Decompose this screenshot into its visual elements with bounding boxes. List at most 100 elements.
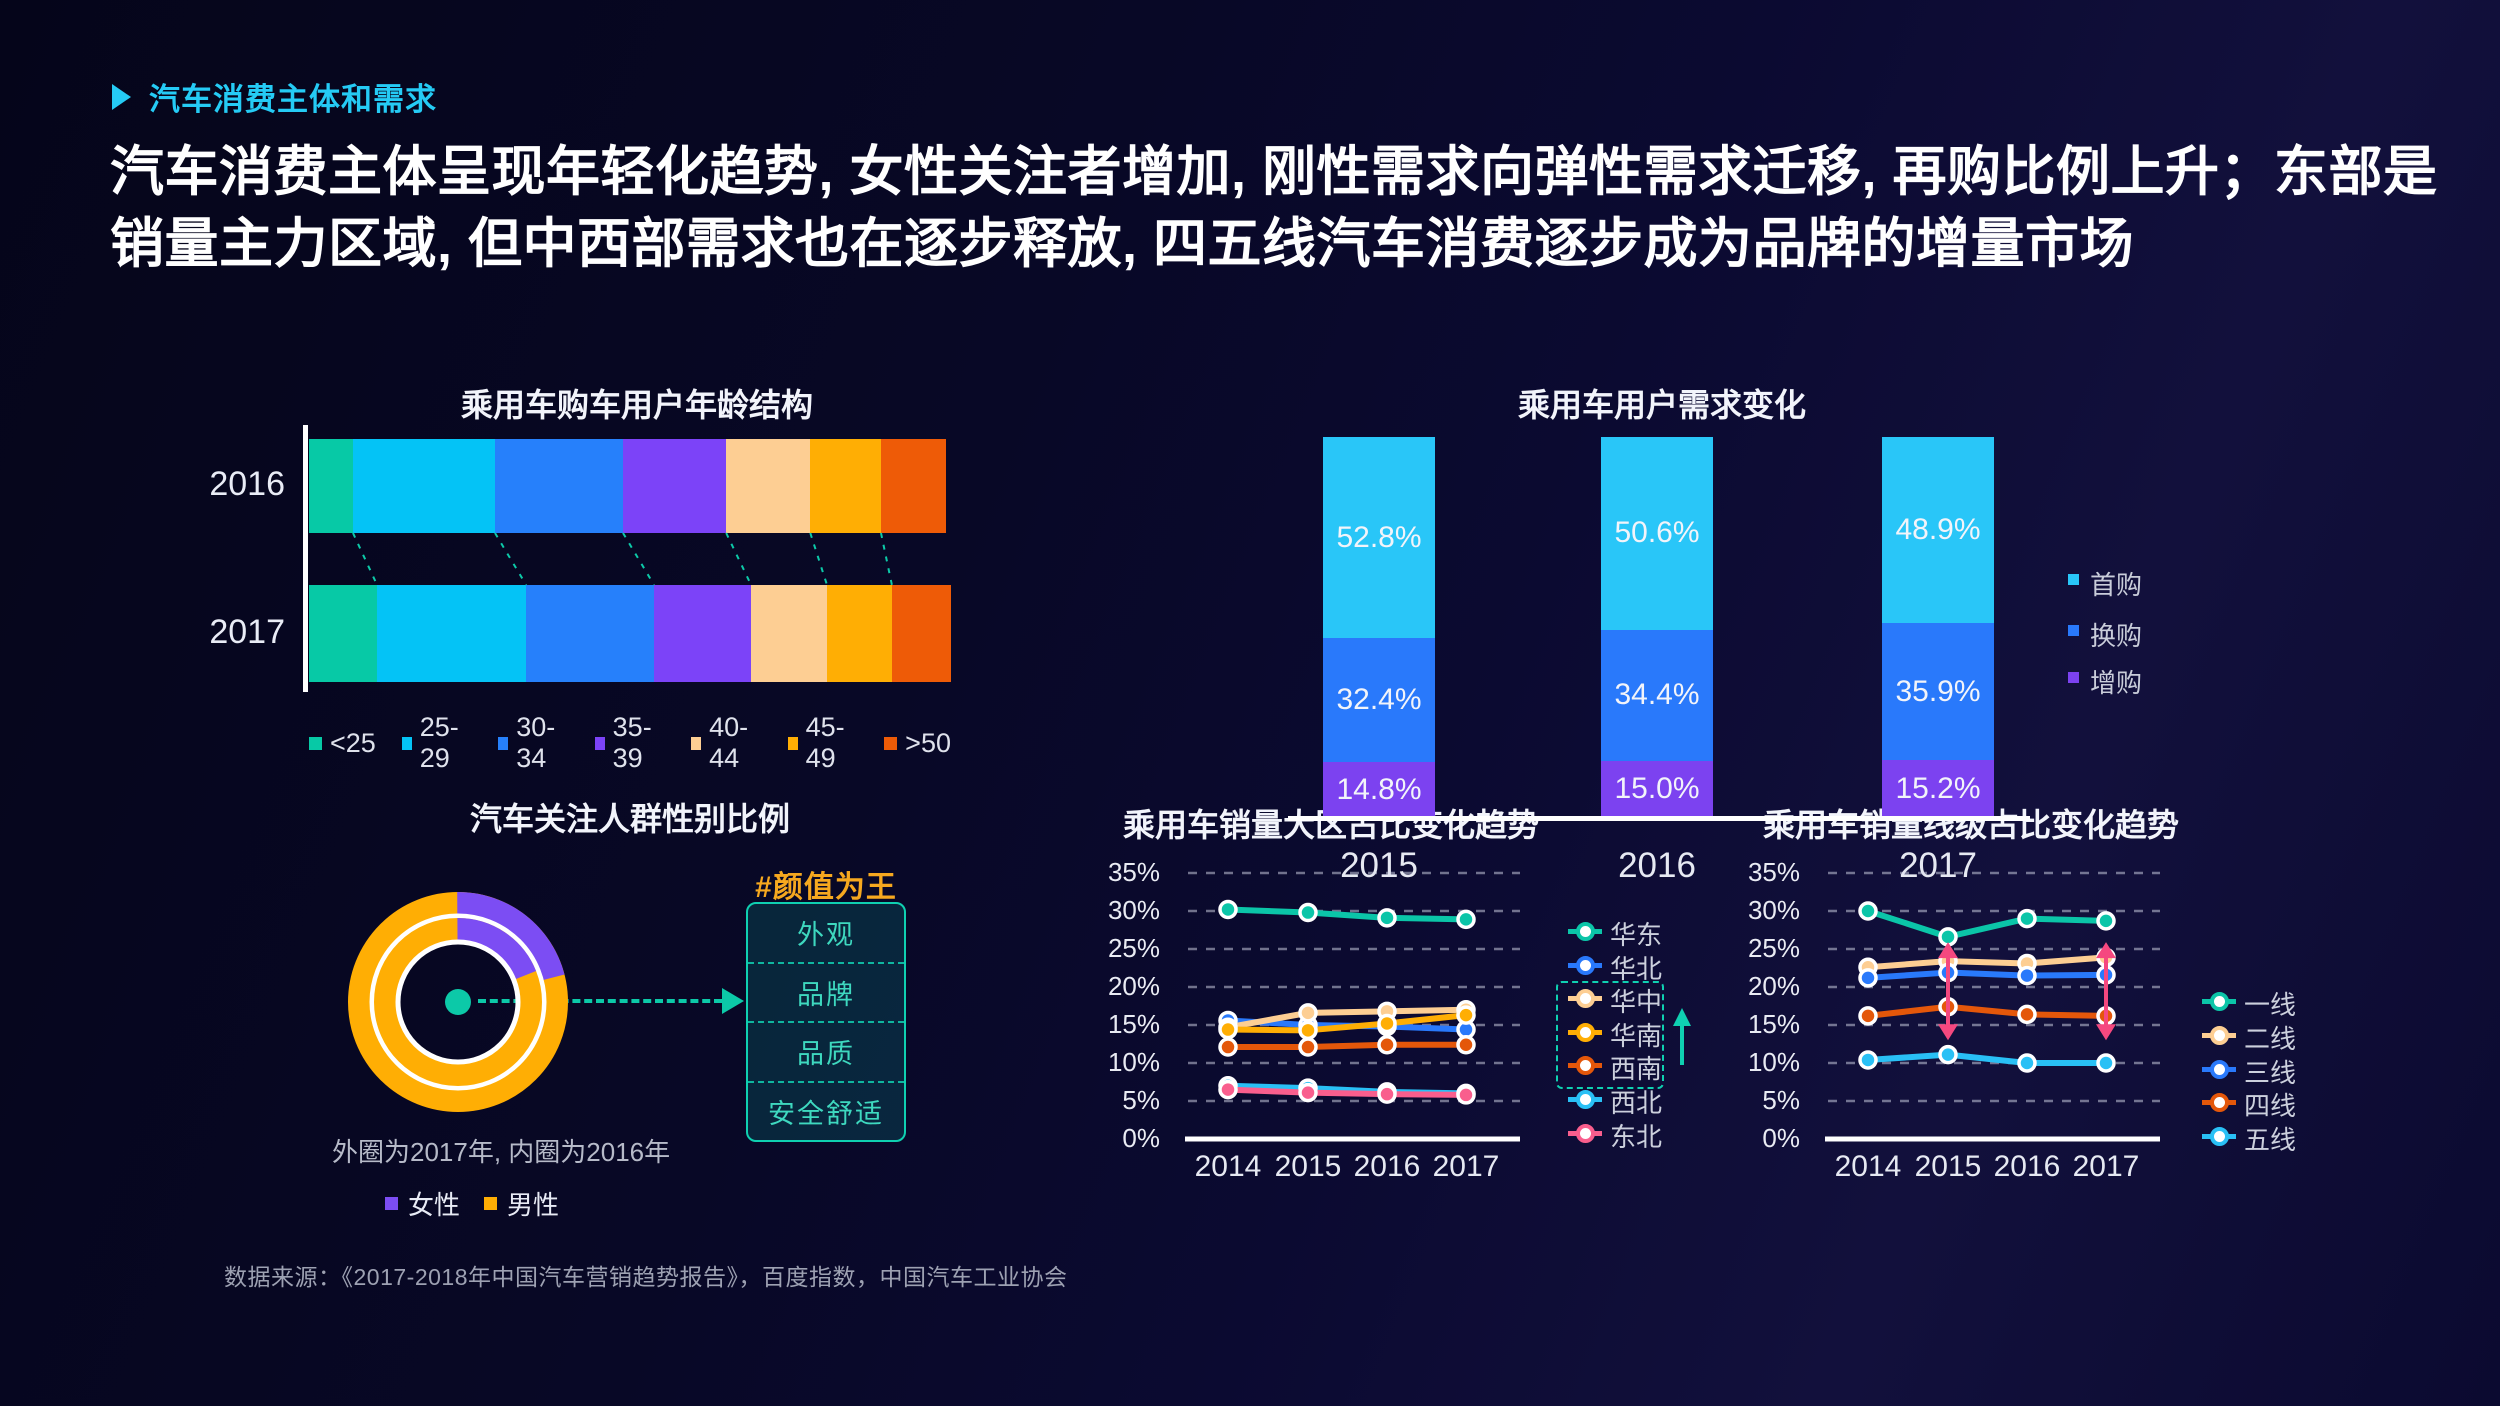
age-axis-category-label: 2016 [209,465,285,503]
tier-data-point-四线 [2017,1004,2037,1025]
age-chart-legend: <25 25-29 30-34 35-39 40-44 45-49 >50 [309,712,951,774]
tier-legend-label: 一线 [2244,990,2297,1020]
tier-series-line-二线 [1865,954,2109,971]
region-data-point-华东 [1298,902,1318,923]
age-legend-item: 40-44 [691,712,761,774]
region-data-point-西南 [1456,1035,1476,1055]
age-connector-line [352,532,379,586]
tier-data-point-一线 [2017,908,2037,929]
region-xtick-label: 2016 [1353,1150,1421,1183]
tier-data-point-五线 [1858,1050,1878,1070]
inner-ring-2016-female-arc [374,918,542,1086]
tier-data-point-一线 [1858,901,1878,921]
gender-legend: 女性 男性 [385,1185,559,1222]
region-legend-label: 西北 [1610,1088,1663,1118]
legend-dot [1576,955,1595,975]
demand-axis-category-label: 2015 [1340,846,1418,885]
tier-series-line-一线 [1865,908,2109,940]
tier-data-point-五线 [2096,1053,2116,1073]
tier-ytick-label: 15% [1747,1009,1800,1039]
region-legend-label: 华中 [1610,987,1663,1018]
legend-swatch [884,736,898,750]
ring-separator [369,913,547,1091]
tier-legend-label: 三线 [2244,1057,2297,1088]
legend-swatch-male [484,1197,498,1210]
region-data-point-华东 [1218,899,1238,920]
teal-up-arrow-icon [1673,1008,1691,1026]
callout-tag-title: #颜值为王 [755,871,897,904]
tier-ytick-label: 30% [1747,895,1800,925]
region-legend-label: 华北 [1610,953,1663,984]
age-bar-segment-30-34 [495,439,624,533]
range-arrow-head-down [2096,1024,2116,1041]
legend-swatch [401,736,412,750]
callout-values-box: 外观 品牌 品质 安全舒适 [746,902,906,1142]
age-connector-line [622,532,655,586]
demand-chart-baseline [1288,816,2030,821]
gender-legend-label-female: 女性 [408,1190,461,1220]
tier-data-point-三线 [1858,968,1878,988]
ring-inner-outline [395,939,521,1065]
gender-donut-plot [348,892,568,1112]
region-data-point-东北 [1377,1084,1397,1104]
tier-ytick-label: 5% [1762,1085,1800,1115]
demand-bar-segment-换购: 35.9% [1882,623,1994,761]
tier-data-point-四线 [1858,1006,1878,1026]
legend-swatch [309,736,323,750]
region-legend-highlight-box [1556,981,1664,1089]
legend-dot [1576,989,1595,1009]
gender-chart-title: 汽车关注人群性别比例 [469,801,790,837]
tier-chart-title: 乘用车销量线级占比变化趋势 [1763,807,2180,843]
demand-value-label: 50.6% [1614,516,1700,550]
tier-legend-label: 二线 [2244,1023,2297,1054]
age-bar-segment->50 [881,439,946,533]
age-legend-item: 30-34 [498,712,568,774]
legend-dot [1576,1056,1595,1076]
region-data-point-西南 [1298,1037,1318,1057]
tier-legend-label: 四线 [2244,1091,2297,1122]
callout-arrow-line [478,999,722,1003]
age-legend-item: >50 [884,712,951,774]
region-series-line-西南 [1225,1041,1469,1051]
age-stacked-bar [309,439,946,533]
region-data-point-东北 [1298,1082,1318,1103]
tier-data-point-三线 [2017,965,2037,986]
demand-bar-segment-首购: 48.9% [1882,437,1994,624]
region-legend-label: 西南 [1610,1054,1663,1085]
age-bar-segment-30-34 [526,585,655,682]
legend-dot [1576,922,1595,941]
range-arrow-head-up [2096,942,2116,959]
region-ytick-label: 35% [1107,857,1160,887]
region-series-line-华东 [1225,906,1469,923]
region-legend-label: 东北 [1610,1121,1663,1152]
tier-xtick-label: 2015 [1914,1150,1982,1183]
demand-value-label: 14.8% [1336,772,1422,806]
demand-value-label: 52.8% [1336,520,1422,554]
tier-ytick-label: 10% [1747,1047,1800,1077]
demand-bar-segment-增购: 15.0% [1601,760,1713,818]
demand-chart-title: 乘用车用户需求变化 [1517,387,1806,423]
age-connector-line [725,532,753,586]
age-connector-line [809,532,828,586]
demand-bar-segment-换购: 32.4% [1323,638,1435,762]
callout-item: 品质 [748,1023,904,1083]
data-source-note: 数据来源：《2017-2018年中国汽车营销趋势报告》，百度指数，中国汽车工业协… [224,1264,1068,1290]
age-bar-segment-40-44 [726,439,811,533]
demand-stacked-bar: 52.8% 32.4% 14.8% [1323,437,1435,818]
kicker-label: 汽车消费主体和需求 [149,82,437,117]
age-connectors-plot [352,532,893,586]
region-series-line-华中 [1225,1006,1469,1031]
region-data-point-华中 [1298,1003,1318,1023]
age-bar-segment-<25 [309,585,378,682]
tier-trend-plot [1825,871,2160,1142]
region-legend-label: 华东 [1610,920,1663,950]
age-bar-segment-35-39 [654,585,752,682]
legend-swatch [2068,574,2079,585]
callout-item: 外观 [748,904,904,964]
age-legend-label: 25-29 [419,712,459,773]
range-arrow-head-up [1938,942,1958,959]
demand-bar-segment-换购: 34.4% [1601,629,1713,761]
legend-swatch [787,736,798,750]
demand-value-label: 35.9% [1895,674,1981,708]
